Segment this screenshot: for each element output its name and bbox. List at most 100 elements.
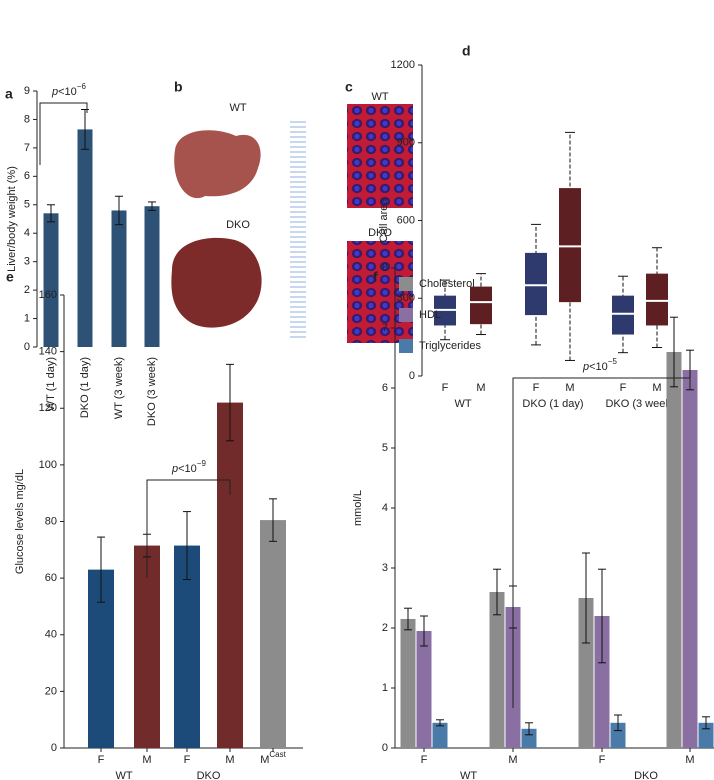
- x-tick-label: M: [508, 754, 517, 766]
- image-caption: DKO: [368, 227, 392, 239]
- y-tick-label: 8: [382, 262, 388, 274]
- annotation-exponent: −9: [197, 459, 207, 468]
- x-tick-label: WT (1 day): [45, 357, 57, 411]
- y-tick-label: 80: [45, 515, 57, 527]
- bar: [594, 616, 610, 748]
- y-tick-label: 7: [24, 142, 30, 154]
- error-bar: [183, 511, 191, 581]
- bar: [400, 619, 416, 748]
- group-label: WT: [454, 398, 471, 410]
- ruler: [285, 118, 311, 340]
- y-tick-label: 5: [382, 442, 388, 454]
- y-tick-label: 7: [382, 322, 388, 334]
- error-bar: [115, 195, 123, 226]
- y-tick-label: 9: [24, 85, 30, 97]
- error-bar: [670, 316, 678, 388]
- category-text: M: [260, 754, 269, 766]
- y-tick-label: 2: [382, 622, 388, 634]
- y-tick-label: 900: [397, 137, 415, 149]
- annotation-p: p: [171, 463, 178, 475]
- panel-c: c WT DKO: [345, 79, 413, 343]
- panel-label: c: [345, 79, 353, 95]
- x-tick-label: MCast: [260, 750, 286, 766]
- bar: [578, 598, 594, 748]
- box: [470, 286, 492, 325]
- group-label: DKO: [634, 770, 658, 780]
- bar: [260, 520, 286, 748]
- y-axis-label: mmol/L: [352, 490, 364, 526]
- y-tick-label: 160: [39, 289, 57, 301]
- y-axis-label: Cell area: [378, 198, 390, 243]
- bar: [134, 545, 160, 748]
- y-tick-label: 600: [397, 214, 415, 226]
- panel-label: a: [5, 86, 13, 102]
- legend-label: Cholesterol: [419, 278, 475, 290]
- error-bar: [81, 108, 89, 150]
- panel-b: b WT DKO: [171, 79, 311, 340]
- bar: [521, 728, 537, 748]
- bar: [111, 210, 127, 347]
- y-tick-label: 1200: [391, 59, 415, 71]
- x-tick-label: M: [225, 754, 234, 766]
- x-tick-label: DKO (3 week): [146, 357, 158, 426]
- legend-label: HDL: [419, 309, 441, 321]
- x-tick-label: M: [476, 382, 485, 394]
- error-bar: [436, 719, 444, 727]
- error-bar: [226, 363, 234, 442]
- y-tick-label: 0: [24, 341, 30, 353]
- x-tick-label: WT (3 week): [113, 357, 125, 419]
- micrograph: [347, 104, 413, 208]
- y-tick-label: 120: [39, 402, 57, 414]
- error-bar: [598, 568, 606, 664]
- y-tick-label: 0: [51, 742, 57, 754]
- y-tick-label: 3: [382, 562, 388, 574]
- annotation: p<10−9: [171, 459, 206, 475]
- y-tick-label: 1: [382, 682, 388, 694]
- error-bar: [97, 536, 105, 603]
- y-tick-label: 140: [39, 346, 57, 358]
- bar: [489, 592, 505, 748]
- x-tick-label: M: [685, 754, 694, 766]
- significance-bracket: [512, 377, 691, 708]
- legend-label: Triglycerides: [419, 340, 481, 352]
- image-caption: WT: [229, 102, 246, 114]
- x-tick-label: F: [533, 382, 540, 394]
- x-tick-label: M: [652, 382, 661, 394]
- y-tick-label: 0: [382, 742, 388, 754]
- error-bar: [582, 552, 590, 644]
- bar: [416, 631, 432, 748]
- x-tick-label: F: [184, 754, 191, 766]
- panel-label: e: [6, 269, 14, 285]
- x-tick-label: F: [599, 754, 606, 766]
- y-tick-label: 60: [45, 572, 57, 584]
- y-tick-label: 4: [382, 502, 388, 514]
- error-bar: [47, 204, 55, 223]
- group-label: DKO: [197, 770, 221, 780]
- y-tick-label: 8: [24, 113, 30, 125]
- group-label: DKO (3 week): [605, 398, 674, 410]
- annotation-text: <10: [58, 86, 77, 98]
- box: [612, 295, 634, 335]
- x-tick-label: F: [421, 754, 428, 766]
- annotation-p: p: [582, 361, 589, 373]
- y-tick-label: 300: [397, 292, 415, 304]
- error-bar: [404, 607, 412, 631]
- liver-image: [171, 237, 262, 328]
- image-caption: DKO: [226, 219, 250, 231]
- bar: [666, 352, 682, 748]
- bar: [144, 206, 160, 347]
- x-tick-label: F: [98, 754, 105, 766]
- legend-swatch: [399, 277, 413, 291]
- liver-image: [174, 130, 261, 199]
- bar: [217, 402, 243, 748]
- annotation-p: p: [51, 86, 58, 98]
- group-label: DKO (1 day): [522, 398, 583, 410]
- y-tick-label: 40: [45, 629, 57, 641]
- error-bar: [148, 201, 156, 211]
- y-tick-label: 3: [24, 256, 30, 268]
- legend-swatch: [399, 308, 413, 322]
- x-tick-label: M: [142, 754, 151, 766]
- annotation: p<10−6: [51, 82, 86, 98]
- y-tick-label: 6: [24, 170, 30, 182]
